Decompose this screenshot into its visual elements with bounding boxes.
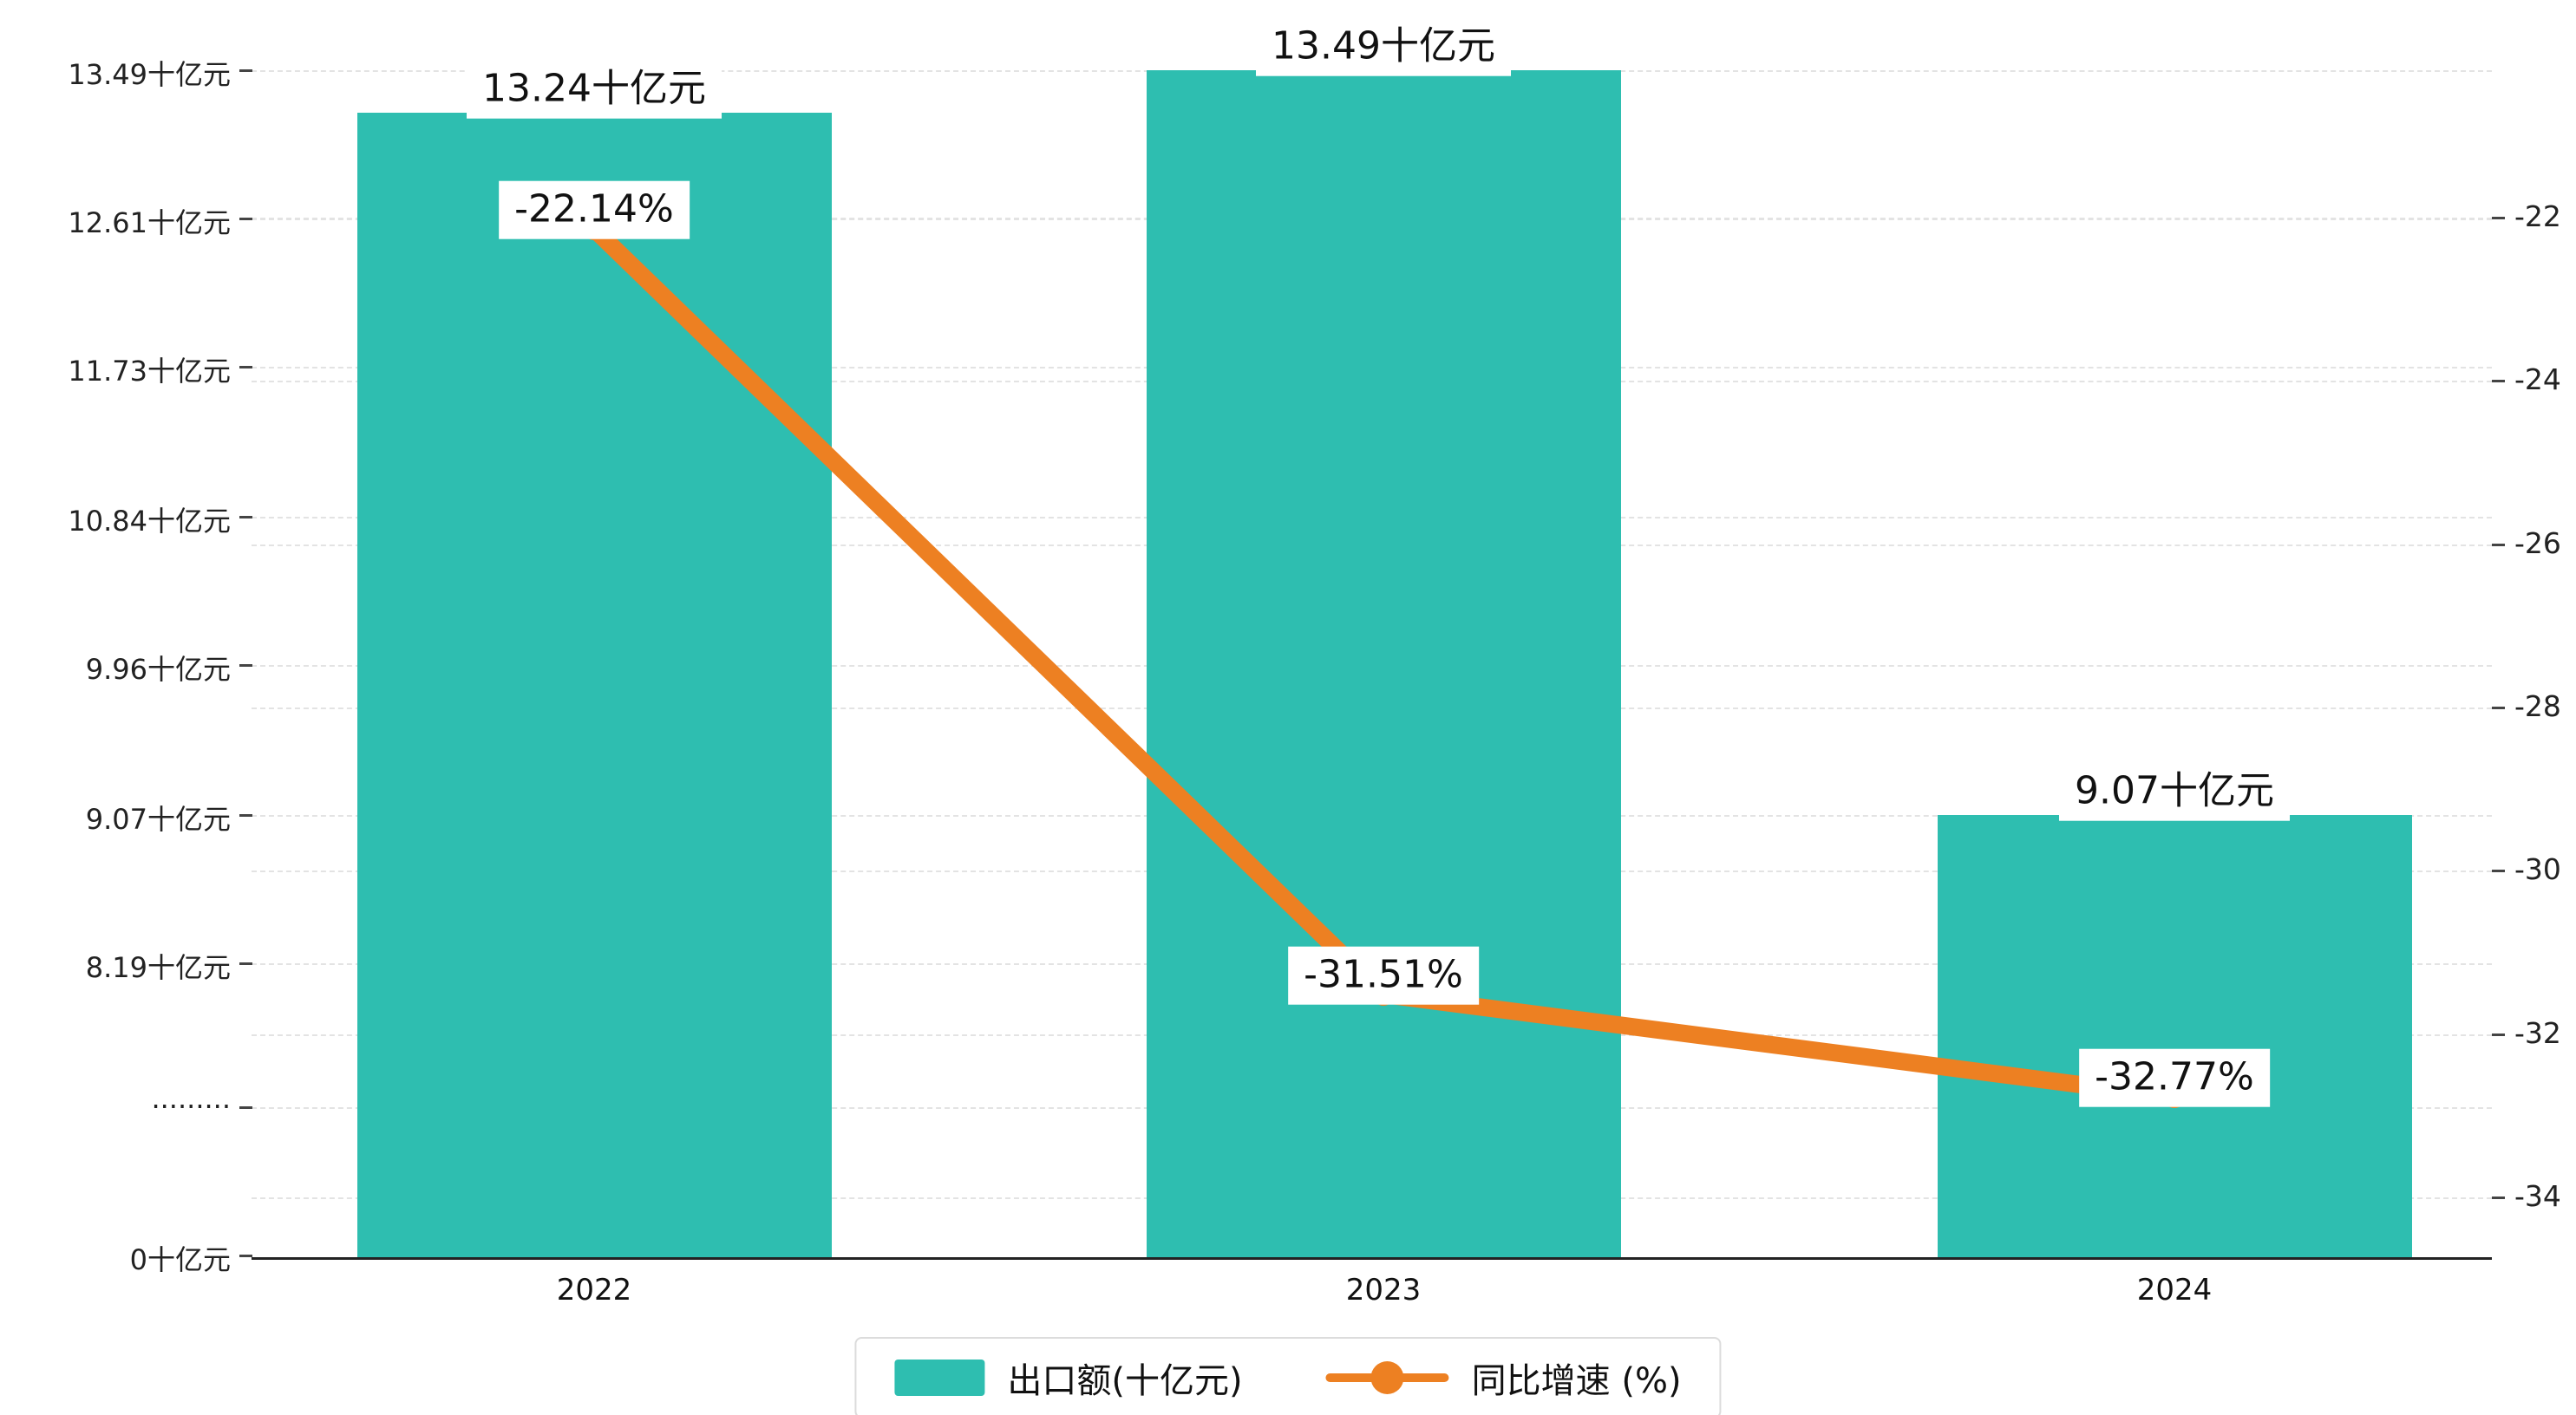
x-tick-label-2024: 2024 — [2136, 1273, 2213, 1307]
bar-legend-swatch — [894, 1360, 985, 1396]
right-tick-label: -24 — [2514, 362, 2561, 396]
left-tick-mark — [239, 1106, 252, 1109]
right-tick-mark — [2492, 544, 2505, 546]
legend-item-export[interactable]: 出口额(十亿元) — [894, 1353, 1243, 1403]
right-tick-label: -26 — [2514, 526, 2561, 560]
left-tick-mark — [239, 366, 252, 368]
legend: 出口额(十亿元) 同比增速 (%) — [854, 1337, 1722, 1415]
right-tick-mark — [2492, 380, 2505, 382]
x-tick-label-2022: 2022 — [556, 1273, 632, 1307]
legend-item-growth[interactable]: 同比增速 (%) — [1325, 1353, 1682, 1403]
left-tick-mark — [239, 814, 252, 817]
left-tick-label: 9.96十亿元 — [85, 653, 231, 686]
left-tick-label: 10.84十亿元 — [68, 505, 231, 538]
x-tick-label-2023: 2023 — [1345, 1273, 1422, 1307]
left-tick-label: 11.73十亿元 — [68, 355, 231, 388]
bar-2024[interactable] — [1937, 815, 2412, 1257]
bar-2022[interactable] — [356, 113, 832, 1257]
bar-2023[interactable] — [1146, 70, 1621, 1257]
left-tick-label: 12.61十亿元 — [68, 206, 231, 239]
bar-value-label-2023: 13.49十亿元 — [1256, 17, 1511, 76]
left-tick-mark — [239, 962, 252, 965]
line-legend-swatch — [1325, 1361, 1449, 1394]
right-tick-label: -28 — [2514, 689, 2561, 723]
legend-label-growth: 同比增速 (%) — [1471, 1361, 1682, 1401]
left-tick-mark — [239, 218, 252, 220]
right-tick-mark — [2492, 1034, 2505, 1036]
left-tick-label: 8.19十亿元 — [85, 951, 231, 984]
line-value-label-2024: -32.77% — [2079, 1048, 2270, 1107]
legend-label-export: 出口额(十亿元) — [1007, 1361, 1243, 1401]
line-legend-dot-icon — [1370, 1361, 1404, 1394]
bar-value-label-2022: 13.24十亿元 — [467, 60, 722, 119]
bar-value-label-2024: 9.07十亿元 — [2059, 762, 2290, 821]
left-tick-mark — [239, 516, 252, 518]
right-tick-label: -34 — [2514, 1179, 2561, 1213]
left-tick-label: ········· — [151, 1090, 231, 1123]
left-tick-mark — [239, 1255, 252, 1257]
right-tick-mark — [2492, 1197, 2505, 1199]
left-tick-mark — [239, 69, 252, 72]
right-tick-label: -22 — [2514, 199, 2561, 233]
right-tick-mark — [2492, 870, 2505, 872]
left-tick-label: 13.49十亿元 — [68, 58, 231, 91]
line-value-label-2022: -22.14% — [499, 180, 690, 239]
right-tick-mark — [2492, 707, 2505, 709]
x-axis-line — [252, 1257, 2492, 1260]
left-tick-mark — [239, 664, 252, 667]
left-tick-label: 0十亿元 — [129, 1243, 231, 1276]
right-tick-label: -32 — [2514, 1016, 2561, 1050]
right-tick-label: -30 — [2514, 852, 2561, 886]
line-value-label-2023: -31.51% — [1288, 946, 1479, 1005]
right-tick-mark — [2492, 217, 2505, 219]
left-tick-label: 9.07十亿元 — [85, 803, 231, 836]
